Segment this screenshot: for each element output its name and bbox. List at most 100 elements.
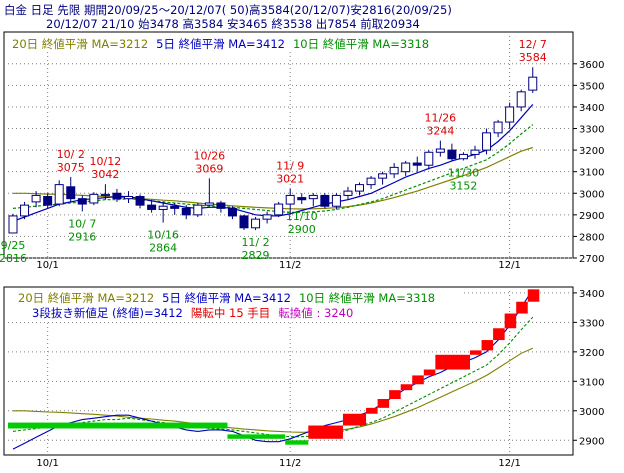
y-tick-label: 3000 — [579, 407, 604, 418]
candle-up — [482, 132, 492, 151]
annotation-value: 3021 — [276, 173, 304, 186]
y-tick-label: 3200 — [579, 348, 604, 359]
y-tick-label: 2900 — [579, 436, 604, 447]
y-tick-label: 3600 — [579, 60, 604, 71]
y-tick-label: 3500 — [579, 81, 604, 92]
new-price-bar-up — [481, 340, 494, 351]
y-tick-label: 3300 — [579, 125, 604, 136]
candle-down — [297, 197, 307, 201]
candle-up — [424, 151, 434, 166]
candle-up — [158, 205, 168, 210]
candle-up — [493, 121, 503, 134]
upper-grid — [4, 32, 573, 259]
annotation-value: 2829 — [242, 249, 270, 262]
annotation-value: 2864 — [149, 242, 177, 255]
annotation-value: 2816 — [0, 252, 27, 265]
new-price-bar-up — [377, 399, 390, 408]
candle-up — [124, 196, 133, 200]
upper-candles — [8, 67, 538, 234]
y-tick-label: 3300 — [579, 318, 604, 329]
candle-up — [435, 148, 445, 153]
y-tick-label: 2700 — [579, 254, 604, 265]
annotation-date: 10/ 7 — [68, 217, 96, 230]
lower-status-reversal: 転換値 : 3240 — [278, 306, 353, 320]
lower-status-close: 3段抜き新値足 (終値)=3412 — [32, 306, 183, 320]
lower-series-ma5-line — [12, 289, 534, 450]
new-price-bar-up — [400, 384, 413, 391]
lower-legend-ma5: 5日 終値平滑 MA=3412 — [162, 291, 291, 305]
candle-up — [8, 215, 18, 234]
x-tick-label: 10/1 — [36, 260, 58, 271]
annotation-value: 2916 — [68, 230, 96, 243]
candle-down — [239, 215, 249, 229]
candle-up — [251, 218, 261, 229]
series-ma10-line — [12, 124, 534, 213]
y-tick-label: 3100 — [579, 377, 604, 388]
upper-plot-frame — [3, 31, 574, 259]
new-price-bar-up — [342, 413, 367, 426]
lower-status: 3段抜き新値足 (終値)=3412 陽転中 15 手目 転換値 : 3240 — [32, 306, 353, 320]
candle-down — [66, 186, 76, 200]
annotation-date: 10/12 — [90, 155, 122, 168]
annotation-date: 10/ 2 — [57, 148, 85, 161]
lower-legend: 20日 終値平滑 MA=3212 5日 終値平滑 MA=3412 10日 終値平滑 … — [18, 291, 435, 305]
lower-legend-bg — [6, 289, 461, 322]
new-price-bar-up — [389, 390, 401, 399]
candle-down — [147, 204, 157, 210]
annotation-date: 11/30 — [448, 166, 480, 179]
upper-legend-ma10: 10日 終値平滑 MA=3318 — [293, 37, 429, 51]
x-tick-label: 11/2 — [279, 458, 301, 469]
new-price-bar-down — [227, 434, 286, 439]
new-price-bar-up — [423, 369, 436, 376]
upper-moving-averages — [12, 104, 534, 222]
candle-up — [100, 193, 110, 196]
candle-up — [262, 214, 272, 220]
candle-up — [308, 194, 318, 200]
new-price-bar-up — [527, 289, 540, 302]
annotation-value: 3069 — [195, 162, 223, 175]
upper-legend-ma20: 20日 終値平滑 MA=3212 — [12, 37, 148, 51]
annotation-date: 11/10 — [286, 210, 318, 223]
upper-legend: 20日 終値平滑 MA=3212 5日 終値平滑 MA=3412 10日 終値平滑 … — [12, 37, 429, 51]
candle-up — [366, 177, 376, 186]
new-price-bar-up — [516, 301, 528, 314]
x-tick-label: 11/2 — [279, 260, 301, 271]
annotation-date: 9/25 — [1, 239, 26, 252]
lower-x-axis: 10/1 11/2 12/1 — [36, 458, 520, 469]
candle-up — [378, 173, 388, 179]
annotation-date: 11/ 2 — [241, 236, 269, 249]
candle-down — [135, 196, 145, 206]
candle-up — [401, 162, 411, 173]
candle-down — [170, 205, 180, 209]
candle-up — [528, 76, 538, 91]
candle-down — [216, 202, 226, 209]
candle-up — [54, 184, 64, 205]
candle-up — [458, 153, 468, 160]
x-tick-label: 10/1 — [36, 458, 58, 469]
annotation-date: 11/ 9 — [276, 160, 304, 173]
annotation-date: 12/ 7 — [519, 38, 547, 51]
candle-down — [227, 207, 237, 217]
y-tick-label: 3000 — [579, 189, 604, 200]
candle-down — [320, 194, 330, 207]
candle-up — [193, 204, 203, 216]
candle-up — [31, 194, 41, 203]
candle-up — [204, 202, 214, 206]
y-tick-label: 3400 — [579, 103, 604, 114]
new-price-bar-up — [470, 350, 482, 355]
lower-status-trend: 陽転中 15 手目 — [191, 306, 270, 320]
candle-up — [516, 91, 526, 108]
candle-up — [274, 203, 284, 216]
candle-down — [447, 149, 457, 160]
candle-up — [285, 194, 295, 205]
candle-down — [77, 198, 87, 205]
header-line1: 白金 日足 先限 期間20/09/25～20/12/07( 50)高3584(2… — [4, 3, 452, 17]
annotation-value: 2900 — [288, 223, 316, 236]
lower-legend-ma10: 10日 終値平滑 MA=3318 — [299, 291, 435, 305]
annotation-value: 3244 — [426, 125, 454, 138]
annotation-date: 11/26 — [424, 112, 456, 125]
upper-y-axis: 2700 2800 2900 3000 3100 3200 3300 3400 3500 3600 — [573, 60, 604, 265]
series-ma20-line — [13, 146, 533, 210]
annotation-value: 3042 — [91, 168, 119, 181]
